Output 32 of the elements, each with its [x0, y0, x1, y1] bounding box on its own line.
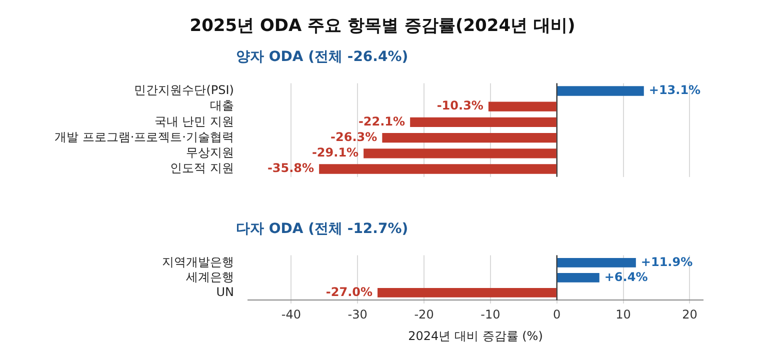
data-label: -26.3% [330, 130, 378, 144]
data-label: +6.4% [604, 270, 648, 284]
x-tick-label: 20 [682, 308, 698, 322]
x-tick-label: -10 [480, 308, 500, 322]
data-label: -29.1% [312, 146, 359, 160]
data-label: -35.8% [267, 161, 314, 176]
y-tick-label: 개발 프로그램·프로젝트·기술협력 [54, 130, 234, 144]
y-tick-label: 인도적 지원 [170, 161, 234, 176]
data-label: +13.1% [648, 83, 701, 98]
chart-title: 2025년 ODA 주요 항목별 증감률(2024년 대비) [188, 15, 576, 37]
y-tick-label: 지역개발은행 [162, 254, 234, 269]
data-label: +11.9% [640, 254, 693, 269]
x-tick-label: -40 [281, 308, 301, 322]
y-tick-label: 무상지원 [186, 146, 234, 160]
bar [378, 288, 556, 298]
x-tick-label: -20 [414, 308, 434, 322]
x-axis-title: 2024년 대비 증감률 (%) [408, 328, 543, 343]
y-tick-label: 국내 난민 지원 [154, 114, 234, 128]
chart-title: 다자 ODA (전체 -12.7%) [236, 220, 408, 238]
y-tick-label: 세계은행 [186, 270, 234, 284]
x-tick-label: 0 [553, 308, 561, 322]
bar [557, 258, 636, 268]
data-label: -27.0% [326, 284, 373, 299]
x-tick-label: 10 [616, 308, 631, 322]
y-tick-label: UN [216, 284, 234, 299]
data-label: -10.3% [436, 98, 484, 113]
y-tick-label: 대출 [210, 98, 234, 113]
data-label: -22.1% [358, 114, 406, 128]
bar [557, 273, 600, 282]
chart-subtitle: 양자 ODA (전체 -26.4%) [236, 48, 408, 66]
x-tick-label: -30 [348, 308, 368, 322]
y-tick-label: 민간지원수단(PSI) [134, 83, 234, 98]
